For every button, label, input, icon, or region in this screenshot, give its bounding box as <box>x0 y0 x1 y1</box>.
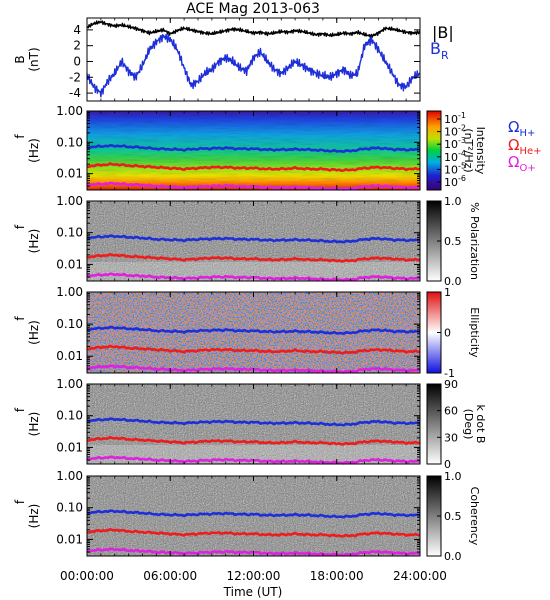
h-plus-gyrofrequency-line <box>86 509 421 519</box>
colorbar-tick-label: 0.0 <box>444 550 462 563</box>
he-plus-gyrofrequency-line <box>87 527 421 538</box>
y-tick-label: 0.10 <box>56 317 83 331</box>
y-axis-label: f <box>13 134 27 139</box>
h-plus-gyrofrequency-line <box>86 144 421 154</box>
colorbar-tick-label: 0 <box>444 458 451 471</box>
colorbar-tick-label: 60 <box>444 405 458 418</box>
colorbar-label: k dot B <box>474 405 487 444</box>
coherency-panel: 1.0 0.5 0.0 Coherency 1.00 0.10 0.01 f(Hz) <box>13 469 481 563</box>
colorbar-tick-label: 0.5 <box>444 510 462 523</box>
kdotb-panel: 90 60 30 0 k dot B(Deg) 1.00 0.10 0.01 f(Hz) <box>13 377 487 471</box>
y-tick-label: 2 <box>73 39 81 53</box>
colorbar-tick-label: 1 <box>444 286 451 299</box>
ellipticity-panel: 1 0 -1 Ellipticity 1.00 0.10 0.01 f(Hz) <box>13 285 481 380</box>
spectrogram-texture <box>87 111 420 190</box>
y-tick-label: 0.10 <box>56 501 83 515</box>
y-axis-label: f <box>13 407 27 412</box>
h-plus-gyrofrequency-line <box>86 325 421 336</box>
he-plus-gyrofrequency-line <box>87 252 421 263</box>
y-axis-unit: (Hz) <box>27 504 41 529</box>
x-axis-label: Time (UT) <box>223 585 283 599</box>
b-r-series-line <box>86 33 421 98</box>
polarization-panel: 1.0 0.5 0.0 % Polarization 1.00 0.10 0.01 f(Hz) <box>13 194 481 288</box>
colorbar-tick-label: 90 <box>444 378 458 391</box>
y-axis-unit: (Hz) <box>27 412 41 437</box>
h-plus-gyrofrequency-line <box>86 417 421 427</box>
colorbar-tick-label: 0.5 <box>444 235 462 248</box>
y-axis-unit: (Hz) <box>27 320 41 345</box>
y-tick-label: 0.01 <box>56 257 83 271</box>
cyclotron-legend: ΩH+ΩHe+ΩO+ <box>508 118 542 174</box>
colorbar <box>426 110 442 191</box>
y-axis-label: f <box>13 316 27 321</box>
legend-b-total: |B| <box>432 23 454 42</box>
colorbar-unit: (Deg) <box>462 409 475 440</box>
colorbar-label: Intensity <box>474 127 487 175</box>
y-tick-label: 0.01 <box>56 349 83 363</box>
y-tick-label: 0 <box>73 54 81 68</box>
colorbar-tick-label: -1 <box>444 367 455 380</box>
b-total-series-line <box>86 20 421 39</box>
colorbar-unit: (nT²/Hz) <box>462 128 475 172</box>
b-field-panel: 4 20 -2 -4 B (nT) |B|BR <box>13 17 454 102</box>
colorbar-tick-label: 0.0 <box>444 275 462 288</box>
spectrogram-texture <box>87 292 420 373</box>
y-tick-label: 1.00 <box>56 104 83 118</box>
he-plus-gyrofrequency-line <box>87 344 421 355</box>
colorbar <box>426 383 442 465</box>
he-plus-gyrofrequency-line <box>87 435 421 446</box>
y-axis-unit: (Hz) <box>27 138 41 163</box>
intensity-panel: 10-110-210-310-410-510-6Intensity(nT²/Hz… <box>13 104 487 191</box>
y-axis-unit: (Hz) <box>27 229 41 254</box>
y-axis-label: f <box>13 499 27 504</box>
colorbar-tick-label: 1.0 <box>444 195 462 208</box>
y-tick-label: 0.10 <box>56 226 83 240</box>
y-tick-label: 4 <box>73 23 81 37</box>
x-tick-label: 18:00:00 <box>310 569 364 583</box>
y-tick-label: 0.10 <box>56 135 83 149</box>
legend-b-r: BR <box>430 39 449 62</box>
spectrogram-texture <box>87 476 420 556</box>
colorbar-tick-label: 10-6 <box>444 174 466 189</box>
colorbar-label: Coherency <box>468 487 481 546</box>
y-tick-label: -2 <box>69 70 81 84</box>
colorbar-tick-label: 30 <box>444 431 458 444</box>
colorbar-label: % Polarization <box>468 202 481 280</box>
y-tick-label: 0.01 <box>56 167 83 181</box>
x-tick-label: 00:00:00 <box>60 569 114 583</box>
x-axis-tick-labels: 00:00:00 06:00:00 12:00:00 18:00:00 24:00:00 <box>60 569 447 583</box>
h-plus-gyrofrequency-line <box>86 234 421 244</box>
y-axis-unit: (nT) <box>27 47 41 71</box>
y-tick-label: 1.00 <box>56 194 83 208</box>
y-tick-label: 0.01 <box>56 440 83 454</box>
colorbar-label: Ellipticity <box>468 307 481 358</box>
x-tick-label: 12:00:00 <box>227 569 281 583</box>
y-tick-label: 0.10 <box>56 409 83 423</box>
spectrogram-texture <box>87 201 420 281</box>
y-tick-label: 0.01 <box>56 532 83 546</box>
he-plus-gyrofrequency-line <box>87 162 421 172</box>
y-tick-label: -4 <box>69 86 81 100</box>
y-axis-label: f <box>13 224 27 229</box>
y-tick-label: 1.00 <box>56 285 83 299</box>
y-tick-label: 1.00 <box>56 377 83 391</box>
spectrogram-texture <box>87 384 420 464</box>
colorbar-tick-label: 0 <box>444 327 451 340</box>
y-axis-label: B <box>13 55 27 63</box>
figure-title: ACE Mag 2013-063 <box>186 1 320 17</box>
colorbar-tick-label: 1.0 <box>444 470 462 483</box>
y-tick-label: 1.00 <box>56 469 83 483</box>
x-tick-label: 06:00:00 <box>143 569 197 583</box>
x-tick-label: 24:00:00 <box>393 569 447 583</box>
